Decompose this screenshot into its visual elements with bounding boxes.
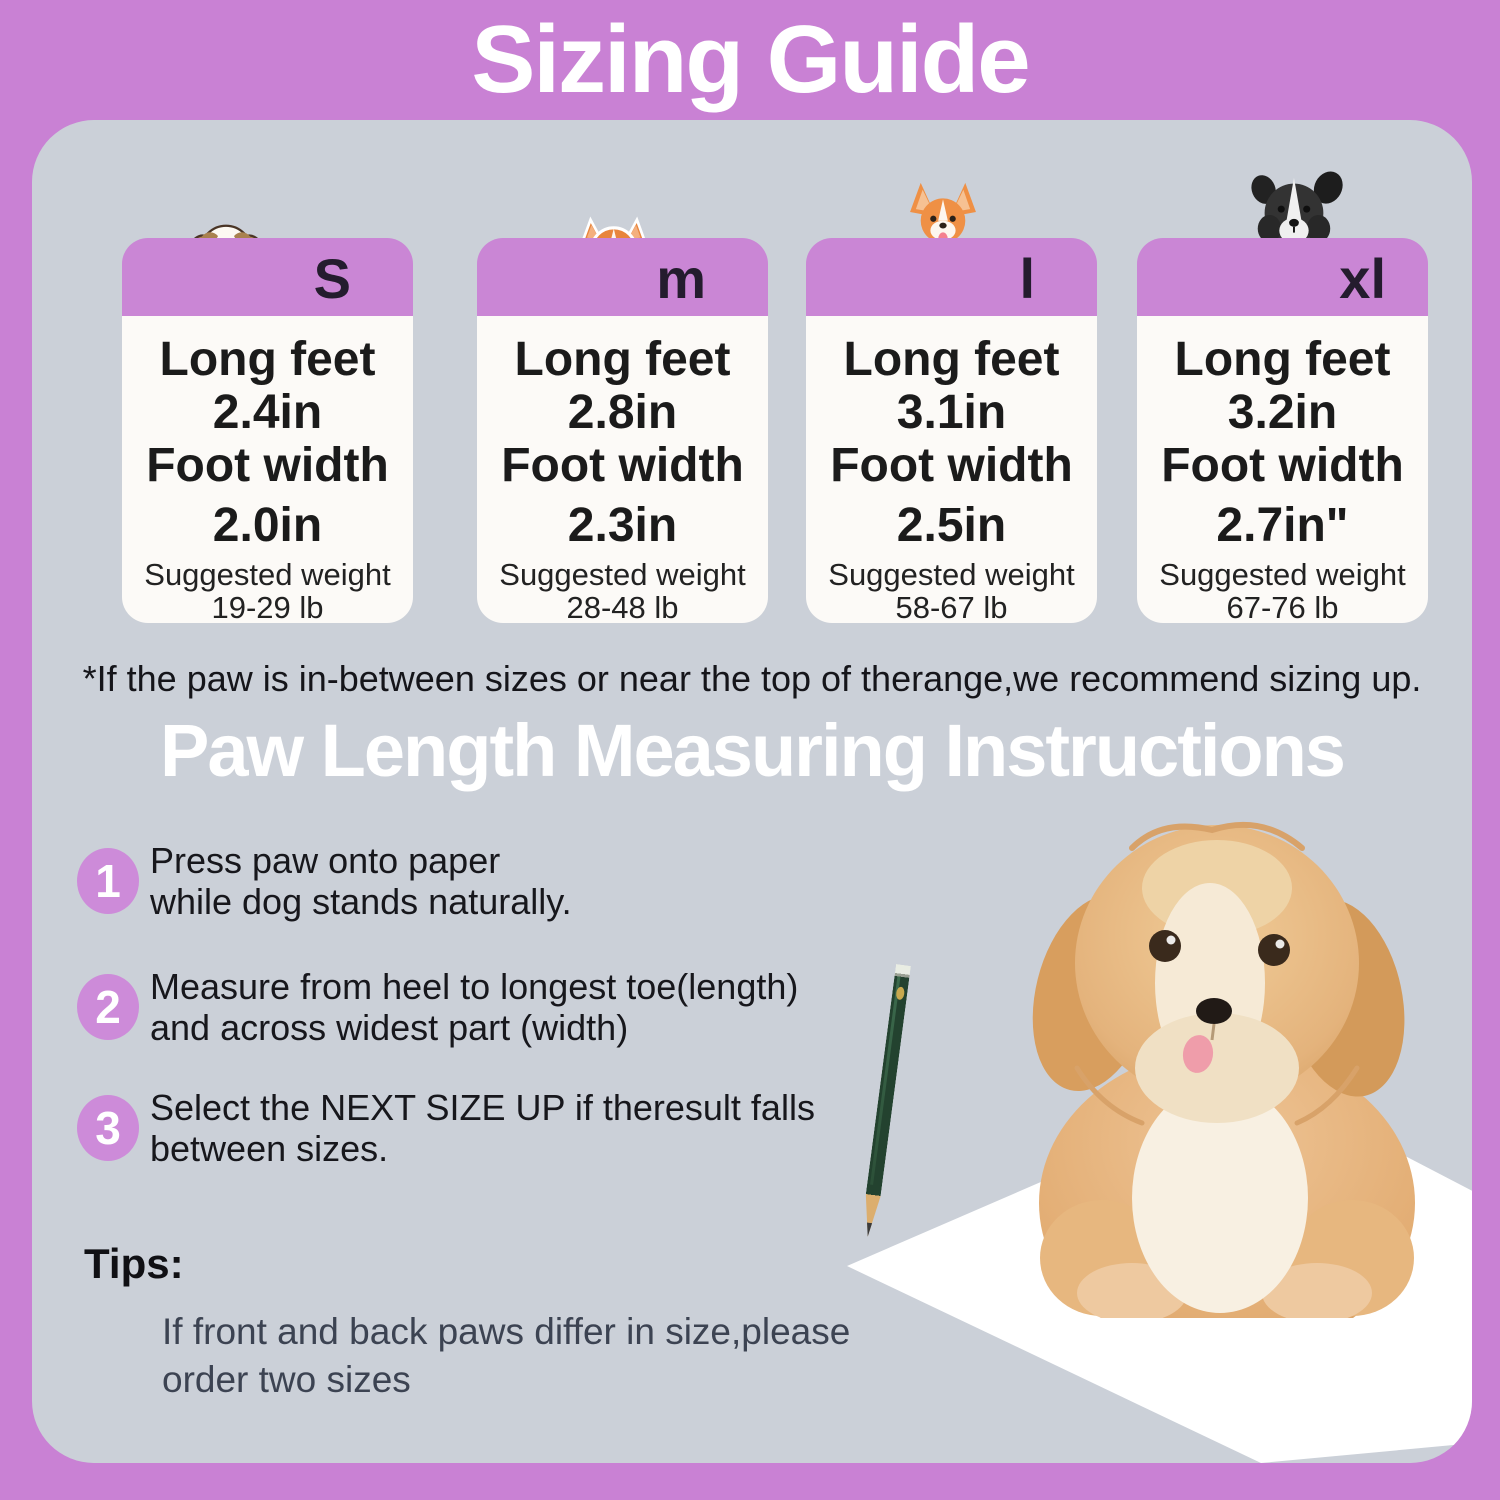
step-1-text: Press paw onto paper while dog stands na…: [150, 840, 572, 922]
step-2-line-2: and across widest part (width): [150, 1007, 629, 1048]
fluffy-tan-puppy-photo: [1032, 821, 1415, 1318]
width-value: 2.5in: [896, 499, 1007, 552]
weight-label: Suggested weight: [828, 557, 1075, 592]
weight-value: 67-76 lb: [1226, 590, 1339, 625]
step-3: 3 Select the NEXT SIZE UP if theresult f…: [77, 1078, 815, 1178]
weight-label: Suggested weight: [1159, 557, 1406, 592]
length-value: 2.4in: [212, 386, 323, 439]
size-card-header: S: [122, 238, 413, 316]
step-2: 2 Measure from heel to longest toe(lengt…: [77, 957, 798, 1057]
size-label: xl: [1339, 247, 1386, 311]
length-label: Long feet: [843, 333, 1060, 386]
content-panel: S Long feet 2.4in Foot width 2.0in Sugge…: [32, 120, 1472, 1463]
weight-label: Suggested weight: [144, 557, 391, 592]
step-1-line-2: while dog stands naturally.: [150, 881, 572, 922]
size-card-body: Long feet 3.1in Foot width 2.5in Suggest…: [806, 316, 1097, 625]
step-1: 1 Press paw onto paper while dog stands …: [77, 831, 572, 931]
length-value: 3.2in: [1227, 386, 1338, 439]
measuring-heading: Paw Length Measuring Instructions: [160, 709, 1346, 792]
width-value: 2.7in": [1216, 499, 1349, 552]
size-card-header: xl: [1137, 238, 1428, 316]
step-2-number: 2: [77, 974, 139, 1040]
length-label: Long feet: [1174, 333, 1391, 386]
width-value: 2.3in: [567, 499, 678, 552]
step-3-number: 3: [77, 1095, 139, 1161]
tips-line-1: If front and back paws differ in size,pl…: [162, 1311, 851, 1352]
width-label: Foot width: [1161, 439, 1404, 492]
weight-value: 19-29 lb: [211, 590, 324, 625]
tips-line-2: order two sizes: [162, 1359, 411, 1400]
sizing-note: *If the paw is in-between sizes or near …: [82, 658, 1422, 699]
step-3-line-2: between sizes.: [150, 1128, 389, 1169]
width-label: Foot width: [830, 439, 1073, 492]
size-card-body: Long feet 2.8in Foot width 2.3in Suggest…: [477, 316, 768, 625]
step-2-text: Measure from heel to longest toe(length)…: [150, 966, 798, 1048]
size-label: m: [656, 247, 706, 311]
page-title: Sizing Guide: [471, 6, 1030, 113]
weight-value: 28-48 lb: [566, 590, 679, 625]
size-card-m: m Long feet 2.8in Foot width 2.3in Sugge…: [477, 216, 768, 625]
width-label: Foot width: [146, 439, 389, 492]
step-3-line-1: Select the NEXT SIZE UP if theresult fal…: [150, 1087, 815, 1128]
size-label: l: [1019, 247, 1035, 311]
pencil-gold-logo: [895, 986, 905, 1000]
length-value: 2.8in: [567, 386, 678, 439]
width-value: 2.0in: [212, 499, 323, 552]
length-label: Long feet: [159, 333, 376, 386]
weight-label: Suggested weight: [499, 557, 746, 592]
step-3-text: Select the NEXT SIZE UP if theresult fal…: [150, 1087, 815, 1169]
tips-body: If front and back paws differ in size,pl…: [162, 1308, 850, 1404]
size-card-header: l: [806, 238, 1097, 316]
length-label: Long feet: [514, 333, 731, 386]
tips-label: Tips:: [84, 1240, 184, 1287]
size-card-header: m: [477, 238, 768, 316]
size-card-body: Long feet 2.4in Foot width 2.0in Suggest…: [122, 316, 413, 625]
width-label: Foot width: [501, 439, 744, 492]
length-value: 3.1in: [896, 386, 1007, 439]
size-label: S: [313, 247, 351, 311]
step-1-line-1: Press paw onto paper: [150, 840, 501, 881]
weight-value: 58-67 lb: [895, 590, 1008, 625]
step-1-number: 1: [77, 848, 139, 914]
step-2-line-1: Measure from heel to longest toe(length): [150, 966, 799, 1007]
size-card-body: Long feet 3.2in Foot width 2.7in" Sugges…: [1137, 316, 1428, 625]
